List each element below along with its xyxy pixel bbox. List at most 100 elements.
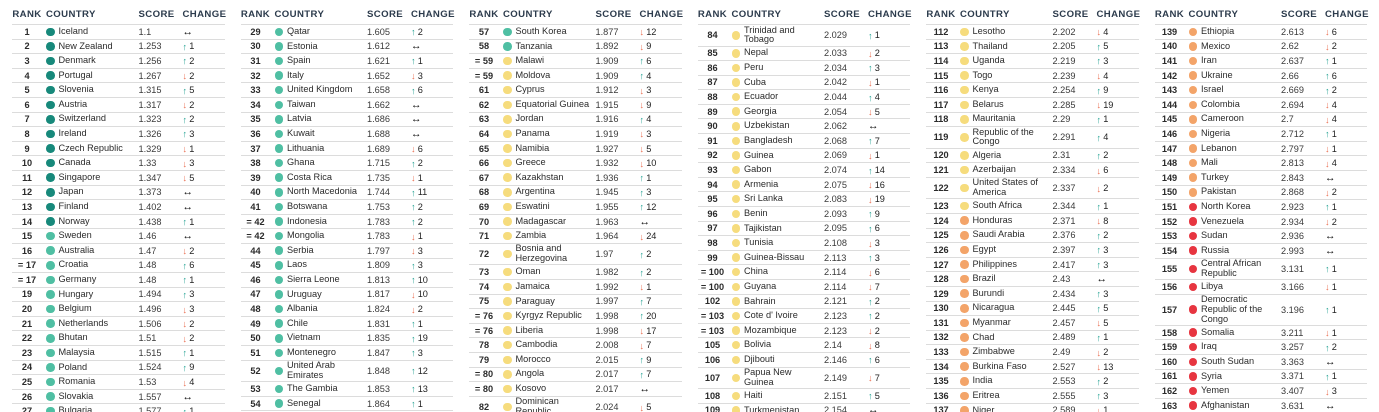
rank-cell: 105 <box>704 340 721 351</box>
table-row: = 80 Kosovo 2.017 ↔ <box>469 381 682 396</box>
country-cell: Jamaica <box>503 281 592 292</box>
rank-cell: 57 <box>478 26 490 37</box>
change-places: 1 <box>1331 55 1337 66</box>
down-arrow-icon: ↓ <box>868 372 873 384</box>
country-name: Peru <box>744 62 764 73</box>
change-places: 2 <box>1103 376 1109 387</box>
country-name: Democratic Republic of the Congo <box>1201 294 1263 324</box>
country-name: Armenia <box>744 178 779 189</box>
change-places: 6 <box>646 55 652 66</box>
rank-cell: 128 <box>933 274 949 285</box>
country-name: Haiti <box>744 389 763 400</box>
score-cell: 1.915 <box>595 99 619 110</box>
country-cell: Equatorial Guinea <box>503 99 592 110</box>
score-cell: 1.817 <box>367 289 390 300</box>
country-name: Ecuador <box>744 91 779 102</box>
rank-cell: 154 <box>1161 245 1178 256</box>
score-band-dot <box>1188 217 1197 226</box>
change-places: 1 <box>1331 128 1337 139</box>
rank-cell: 115 <box>933 70 949 81</box>
table-row: 30 Estonia 1.612 ↔ <box>240 38 453 54</box>
change-places: 9 <box>646 99 652 110</box>
change-cell: ↑ 3 <box>411 260 453 271</box>
change-cell: ↑ 9 <box>1097 85 1139 96</box>
score-band-dot <box>731 224 740 233</box>
table-row: 2 New Zealand 1.253 ↑ 1 <box>12 38 225 54</box>
table-row: 142 Ukraine 2.66 ↑ 6 <box>1154 67 1367 83</box>
column-rows: 139 Ethiopia 2.613 ↓ 6 140 Mexico 2.62 ↓ 2 141 Iran… <box>1154 24 1367 412</box>
column-header-score: SCORE <box>138 9 175 20</box>
table-row: = 100 Guyana 2.114 ↓ 7 <box>697 279 910 294</box>
score-band-dot <box>274 290 283 299</box>
change-cell: ↓ 1 <box>183 143 225 154</box>
table-row: 139 Ethiopia 2.613 ↓ 6 <box>1154 24 1367 39</box>
change-cell: ↑ 2 <box>1325 85 1367 96</box>
column-rows: 112 Lesotho 2.202 ↓ 4 113 Thailand 2.205 ↑ 5 114 Ug… <box>926 24 1139 412</box>
country-cell: Mexico <box>1188 41 1278 52</box>
change-cell: ↑ 7 <box>640 296 682 307</box>
country-cell: Haiti <box>731 389 821 401</box>
score-cell: 2.31 <box>1052 150 1071 161</box>
country-name: Cyprus <box>515 84 545 95</box>
country-name: Cuba <box>744 76 766 87</box>
change-places: 1 <box>646 172 652 183</box>
score-cell: 2.113 <box>824 252 847 263</box>
country-name: United States of America <box>972 177 1038 198</box>
up-arrow-icon: ↑ <box>1096 390 1102 402</box>
table-row: 99 Guinea-Bissau 2.113 ↑ 3 <box>697 249 910 265</box>
table-row: 31 Spain 1.621 ↑ 1 <box>240 53 453 68</box>
score-cell: 1.577 <box>138 406 162 412</box>
table-row: 46 Sierra Leone 1.813 ↑ 10 <box>240 272 453 287</box>
country-name: Kosovo <box>515 383 547 394</box>
score-cell: 3.166 <box>1281 281 1304 292</box>
country-name: Romania <box>58 376 96 387</box>
score-cell: 2.613 <box>1281 26 1304 37</box>
change-places: 2 <box>1331 216 1337 227</box>
rank-cell: 132 <box>933 332 949 343</box>
country-cell: Niger <box>960 405 1049 412</box>
country-name: Trinidad and Tobago <box>744 24 795 45</box>
score-band-dot <box>503 173 512 182</box>
change-cell: ↔ <box>183 26 225 38</box>
country-cell: Iraq <box>1188 342 1278 352</box>
rank-cell: 45 <box>250 260 261 271</box>
down-arrow-icon: ↓ <box>1096 404 1102 412</box>
score-cell: 1.835 <box>367 333 390 344</box>
change-places: 2 <box>1103 230 1109 241</box>
change-places: 10 <box>646 158 657 169</box>
rank-cell: 27 <box>21 406 33 412</box>
country-cell: India <box>960 376 1049 386</box>
rank-cell: 125 <box>933 230 949 241</box>
country-name: India <box>972 375 993 386</box>
score-cell: 1.753 <box>367 201 390 212</box>
country-name: Tajikistan <box>744 222 782 233</box>
score-cell: 2.029 <box>824 30 847 41</box>
column-header-change: CHANGE <box>868 9 912 20</box>
down-arrow-icon: ↓ <box>182 157 188 169</box>
table-row: 153 Sudan 2.936 ↔ <box>1154 228 1367 243</box>
change-places: 5 <box>874 390 880 401</box>
country-cell: Kazakhstan <box>503 172 592 183</box>
up-arrow-icon: ↑ <box>182 128 188 140</box>
country-cell: Finland <box>46 201 135 212</box>
table-row: 7 Switzerland 1.323 ↑ 2 <box>12 111 225 127</box>
country-name: South Korea <box>515 25 567 36</box>
change-places: 10 <box>417 289 428 300</box>
rank-cell: 47 <box>250 289 261 300</box>
no-change-icon: ↔ <box>1325 230 1336 243</box>
score-cell: 1.964 <box>595 231 619 242</box>
score-cell: 1.46 <box>138 231 157 242</box>
score-cell: 1.48 <box>138 274 157 285</box>
table-row: 115 Togo 2.239 ↓ 4 <box>926 67 1139 83</box>
down-arrow-icon: ↓ <box>182 245 188 257</box>
change-cell: ↔ <box>868 120 910 132</box>
rank-cell: 46 <box>250 274 261 285</box>
up-arrow-icon: ↑ <box>639 354 645 366</box>
table-row: 22 Bhutan 1.51 ↓ 2 <box>12 330 225 345</box>
change-places: 4 <box>646 114 652 125</box>
country-cell: Kuwait <box>274 128 364 139</box>
rank-cell: 50 <box>250 333 261 344</box>
country-cell: Saudi Arabia <box>960 230 1049 240</box>
change-cell: ↑ 11 <box>411 187 453 198</box>
table-row: 93 Gabon 2.074 ↑ 14 <box>697 162 910 177</box>
